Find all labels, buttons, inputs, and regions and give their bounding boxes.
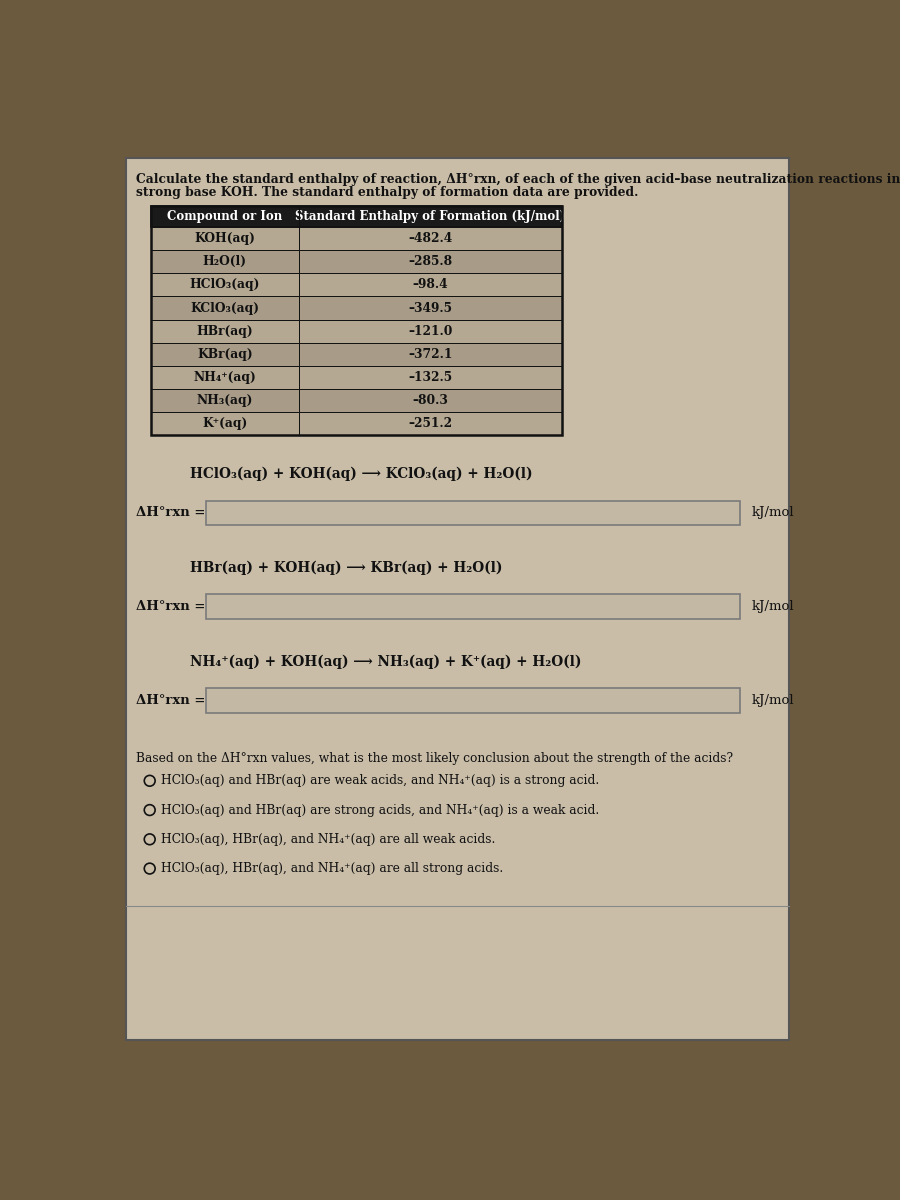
Bar xyxy=(151,227,299,251)
Bar xyxy=(151,296,299,319)
Text: strong base KOH. The standard enthalpy of formation data are provided.: strong base KOH. The standard enthalpy o… xyxy=(136,186,638,199)
Text: HClO₃(aq) and HBr(aq) are strong acids, and NH₄⁺(aq) is a weak acid.: HClO₃(aq) and HBr(aq) are strong acids, … xyxy=(160,804,598,816)
Bar xyxy=(151,319,299,343)
Text: –482.4: –482.4 xyxy=(408,233,453,245)
Text: HClO₃(aq), HBr(aq), and NH₄⁺(aq) are all weak acids.: HClO₃(aq), HBr(aq), and NH₄⁺(aq) are all… xyxy=(160,833,495,846)
Bar xyxy=(205,594,740,619)
Text: HBr(aq) + KOH(aq) ⟶ KBr(aq) + H₂O(l): HBr(aq) + KOH(aq) ⟶ KBr(aq) + H₂O(l) xyxy=(190,560,502,575)
Text: KClO₃(aq): KClO₃(aq) xyxy=(191,301,259,314)
Text: KOH(aq): KOH(aq) xyxy=(194,233,256,245)
Text: HBr(aq): HBr(aq) xyxy=(196,325,253,337)
Bar xyxy=(299,319,562,343)
Text: –132.5: –132.5 xyxy=(409,371,453,384)
Text: –80.3: –80.3 xyxy=(412,394,448,407)
Text: Compound or Ion: Compound or Ion xyxy=(167,210,283,223)
Text: –121.0: –121.0 xyxy=(408,325,453,337)
Text: –285.8: –285.8 xyxy=(409,256,453,269)
Bar xyxy=(151,412,299,436)
Bar xyxy=(205,689,740,713)
Text: HClO₃(aq), HBr(aq), and NH₄⁺(aq) are all strong acids.: HClO₃(aq), HBr(aq), and NH₄⁺(aq) are all… xyxy=(160,862,503,875)
Text: HClO₃(aq): HClO₃(aq) xyxy=(190,278,260,292)
Bar xyxy=(299,227,562,251)
Bar xyxy=(151,343,299,366)
Text: –349.5: –349.5 xyxy=(409,301,452,314)
Bar xyxy=(299,251,562,274)
Text: KBr(aq): KBr(aq) xyxy=(197,348,253,361)
Text: NH₄⁺(aq): NH₄⁺(aq) xyxy=(194,371,256,384)
Text: kJ/mol: kJ/mol xyxy=(752,600,795,613)
Text: –251.2: –251.2 xyxy=(409,418,453,430)
Text: Standard Enthalpy of Formation (kJ/mol): Standard Enthalpy of Formation (kJ/mol) xyxy=(295,210,565,223)
Text: ΔH°rxn =: ΔH°rxn = xyxy=(136,506,205,520)
Bar xyxy=(299,366,562,389)
Text: ΔH°rxn =: ΔH°rxn = xyxy=(136,695,205,707)
Bar xyxy=(299,296,562,319)
Text: ΔH°rxn =: ΔH°rxn = xyxy=(136,600,205,613)
Bar xyxy=(299,274,562,296)
Bar xyxy=(205,500,740,526)
Text: kJ/mol: kJ/mol xyxy=(752,695,795,707)
Bar xyxy=(151,205,562,227)
Text: Calculate the standard enthalpy of reaction, ΔH°rxn, of each of the given acid–b: Calculate the standard enthalpy of react… xyxy=(136,173,900,186)
Text: Based on the ΔH°rxn values, what is the most likely conclusion about the strengt: Based on the ΔH°rxn values, what is the … xyxy=(136,751,733,764)
Bar xyxy=(151,366,299,389)
Text: kJ/mol: kJ/mol xyxy=(752,506,795,520)
Text: H₂O(l): H₂O(l) xyxy=(202,256,247,269)
Bar xyxy=(299,389,562,412)
Text: HClO₃(aq) and HBr(aq) are weak acids, and NH₄⁺(aq) is a strong acid.: HClO₃(aq) and HBr(aq) are weak acids, an… xyxy=(160,774,598,787)
Text: HClO₃(aq) + KOH(aq) ⟶ KClO₃(aq) + H₂O(l): HClO₃(aq) + KOH(aq) ⟶ KClO₃(aq) + H₂O(l) xyxy=(190,467,533,481)
Bar xyxy=(151,205,562,436)
Text: –98.4: –98.4 xyxy=(412,278,448,292)
Text: NH₃(aq): NH₃(aq) xyxy=(197,394,253,407)
Bar xyxy=(151,274,299,296)
Bar xyxy=(151,389,299,412)
Bar xyxy=(151,251,299,274)
Bar xyxy=(299,412,562,436)
Bar xyxy=(299,343,562,366)
Text: NH₄⁺(aq) + KOH(aq) ⟶ NH₃(aq) + K⁺(aq) + H₂O(l): NH₄⁺(aq) + KOH(aq) ⟶ NH₃(aq) + K⁺(aq) + … xyxy=(190,654,581,668)
Text: –372.1: –372.1 xyxy=(408,348,453,361)
Text: K⁺(aq): K⁺(aq) xyxy=(202,418,248,430)
